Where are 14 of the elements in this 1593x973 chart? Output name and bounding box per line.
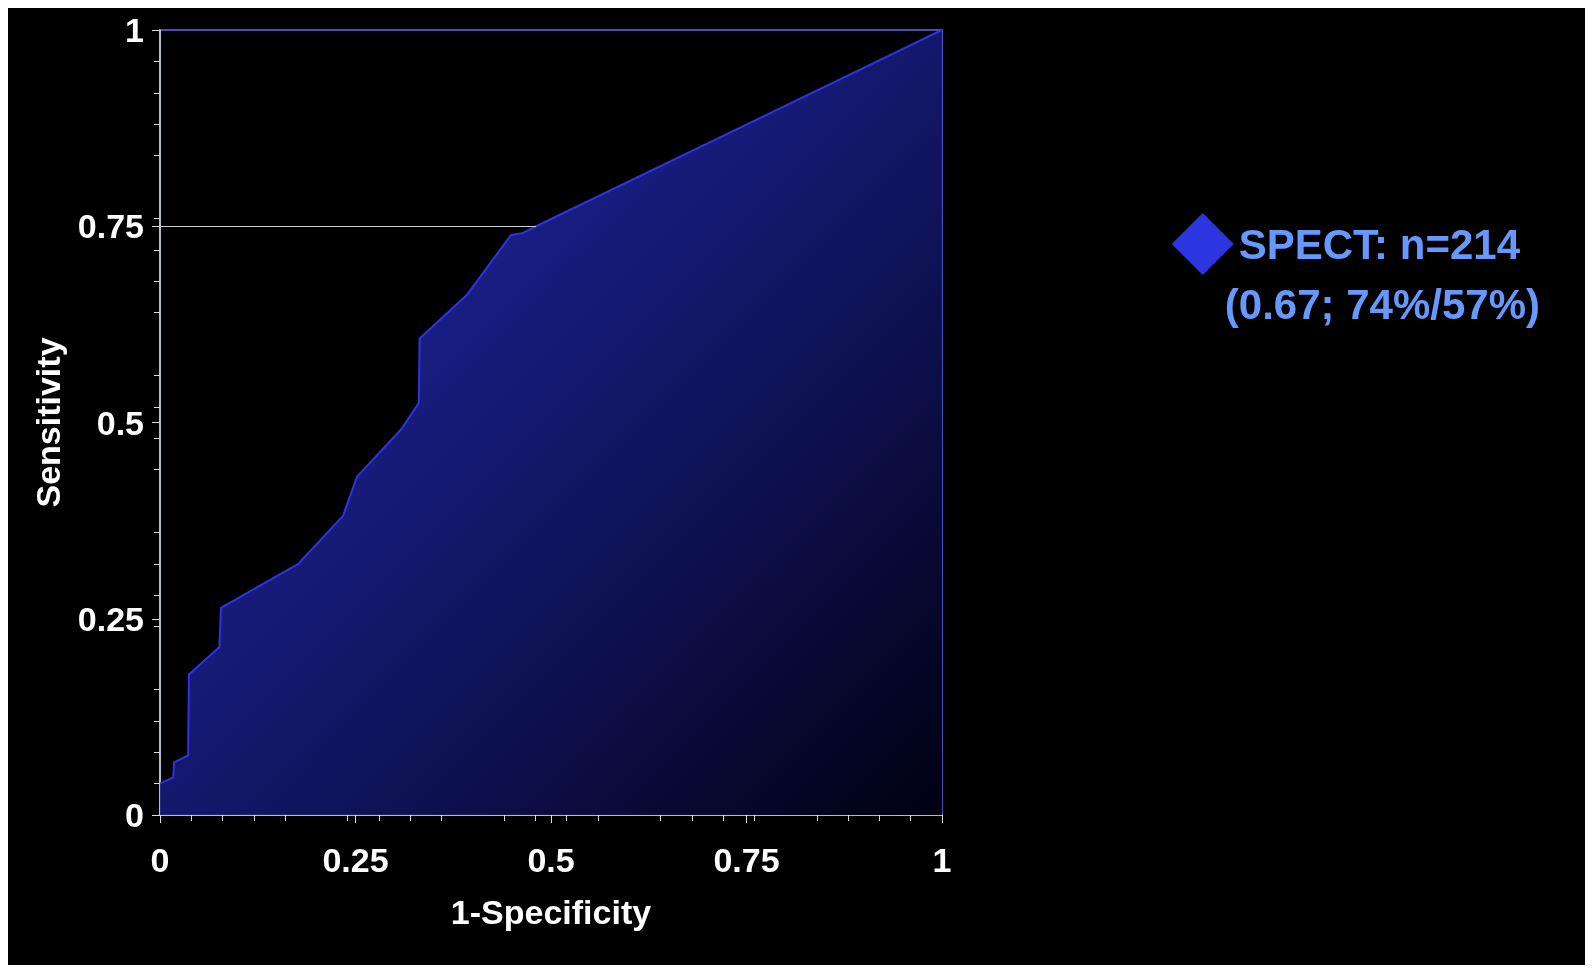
legend-label: SPECT: n=214 xyxy=(1238,220,1521,268)
x-tick-label: 1 xyxy=(932,841,952,879)
text: (0.67; 74%/57%) xyxy=(1224,280,1541,328)
y-tick-label: 0 xyxy=(125,796,144,834)
x-tick-label: 0.75 xyxy=(713,841,780,879)
x-tick-label: 0.5 xyxy=(527,841,575,879)
y-tick-label: 1 xyxy=(125,11,144,49)
y-tick-label: 0.75 xyxy=(77,207,144,246)
y-tick-label: 0.25 xyxy=(77,599,144,638)
y-tick-label: 0.5 xyxy=(96,403,144,442)
x-tick-label: 0.25 xyxy=(322,841,389,879)
y-axis-title: Sensitivity xyxy=(29,337,67,508)
x-axis-title: 1-Specificity xyxy=(450,893,652,931)
x-tick-label: 0 xyxy=(150,841,170,879)
